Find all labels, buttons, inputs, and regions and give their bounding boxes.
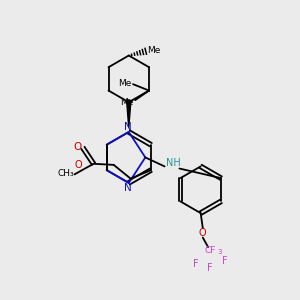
Polygon shape xyxy=(127,104,130,128)
Text: N: N xyxy=(124,183,132,193)
Text: F: F xyxy=(207,263,213,273)
Text: NH: NH xyxy=(166,158,180,168)
Text: O: O xyxy=(75,160,83,170)
Text: CH₃: CH₃ xyxy=(58,169,74,178)
Text: 3: 3 xyxy=(218,249,222,255)
Text: Me: Me xyxy=(120,98,134,107)
Text: Me: Me xyxy=(118,79,131,88)
Circle shape xyxy=(126,100,131,105)
Text: F: F xyxy=(222,256,228,266)
Text: Me: Me xyxy=(148,46,161,55)
Text: F: F xyxy=(193,259,198,269)
Text: O: O xyxy=(199,228,207,238)
Text: O: O xyxy=(74,142,82,152)
Text: N: N xyxy=(124,122,132,132)
Text: CF: CF xyxy=(205,246,216,255)
